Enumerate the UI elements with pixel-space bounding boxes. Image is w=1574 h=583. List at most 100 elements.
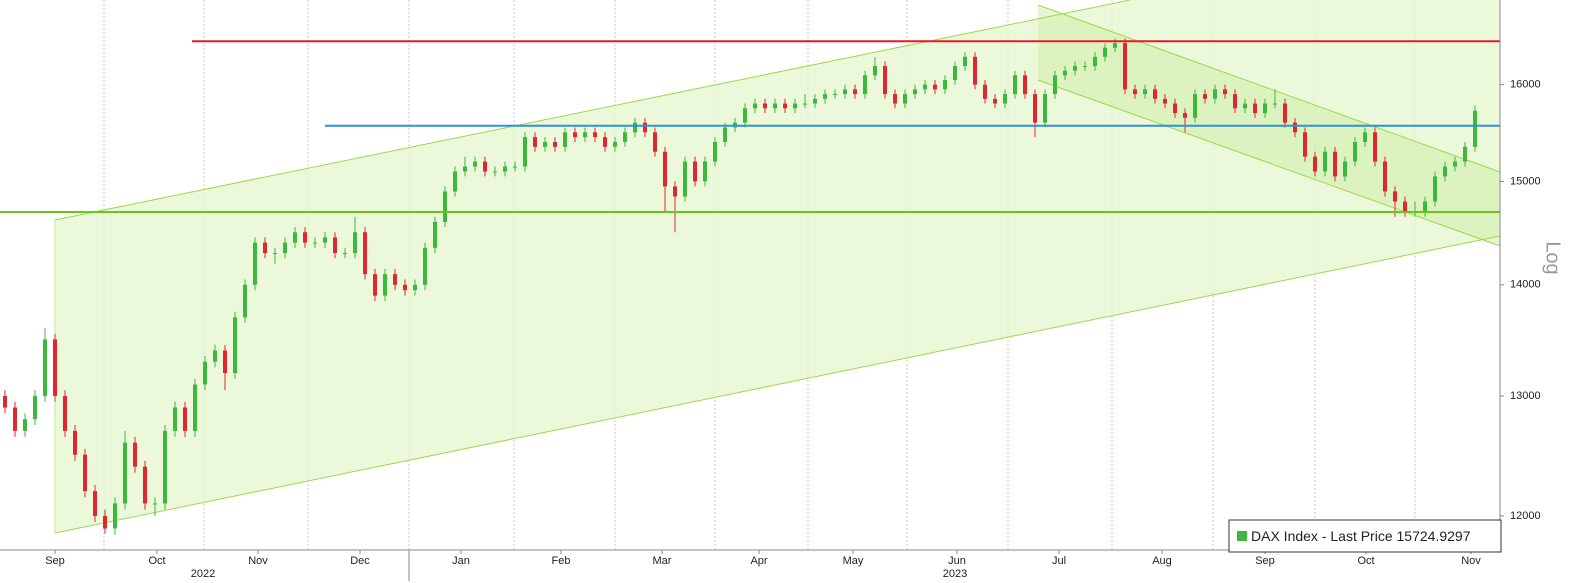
candle-body	[1063, 70, 1067, 76]
candle-body	[473, 161, 477, 167]
candle-body	[13, 407, 17, 431]
candle-body	[513, 166, 517, 168]
candle-body	[813, 98, 817, 104]
year-label: 2022	[191, 568, 215, 580]
candle-body	[313, 242, 317, 244]
candle-body	[153, 503, 157, 505]
candle-body	[793, 103, 797, 109]
candle-body	[1203, 94, 1207, 99]
candle-body	[653, 132, 657, 152]
candle-body	[263, 242, 267, 254]
candle-body	[503, 166, 507, 172]
candle-body	[1083, 66, 1087, 68]
candle-body	[393, 274, 397, 285]
candle-body	[443, 191, 447, 222]
candle-body	[983, 84, 987, 99]
candle-body	[1393, 191, 1397, 202]
x-tick-label: Aug	[1152, 555, 1172, 567]
candle-body	[333, 237, 337, 254]
candle-body	[533, 137, 537, 147]
candle-body	[783, 103, 787, 109]
candle-body	[63, 395, 67, 431]
candle-body	[1363, 132, 1367, 142]
y-tick-label: 14000	[1510, 279, 1541, 291]
candle-body	[1353, 141, 1357, 162]
candle-body	[463, 166, 467, 172]
candle-body	[253, 242, 257, 285]
candle-body	[103, 515, 107, 529]
candle-body	[893, 94, 897, 104]
candle-body	[1093, 56, 1097, 67]
candle-body	[1423, 201, 1427, 212]
candle-body	[1113, 43, 1117, 48]
candle-body	[1133, 89, 1137, 95]
candle-body	[953, 66, 957, 81]
candle-body	[1443, 166, 1447, 177]
candle-body	[453, 171, 457, 192]
channel-line	[54, 235, 1501, 534]
x-tick-label: Apr	[750, 555, 767, 567]
candle-body	[1143, 89, 1147, 95]
candle-body	[163, 430, 167, 504]
candle-body	[293, 232, 297, 243]
candle-body	[873, 66, 877, 76]
candle-body	[183, 407, 187, 431]
candle-body	[973, 56, 977, 85]
candle-body	[423, 247, 427, 285]
legend-swatch	[1237, 531, 1247, 541]
candle-body	[373, 274, 377, 296]
candle-body	[1233, 94, 1237, 109]
candle-body	[753, 103, 757, 109]
candle-body	[483, 161, 487, 172]
candle-body	[1373, 132, 1377, 162]
candle-body	[133, 442, 137, 467]
channel-line	[1037, 4, 1501, 173]
candle-body	[693, 161, 697, 182]
candle-body	[803, 103, 807, 105]
candle-body	[1213, 89, 1217, 99]
candle-body	[1323, 151, 1327, 172]
candle-body	[53, 339, 57, 396]
x-tick-label: Nov	[248, 555, 268, 567]
candle-body	[1473, 110, 1477, 147]
candle-body	[353, 232, 357, 254]
candle-body	[1343, 161, 1347, 177]
legend-value: 15724.9297	[1397, 528, 1471, 544]
candle-body	[543, 141, 547, 147]
channel-line	[54, 0, 1131, 221]
candle-body	[853, 89, 857, 95]
channel-line	[1037, 79, 1501, 247]
candle-body	[1023, 75, 1027, 95]
candle-body	[123, 442, 127, 504]
candle-body	[903, 94, 907, 104]
candle-body	[1403, 201, 1407, 212]
y-scale-label: Log	[1542, 241, 1564, 274]
candle-body	[943, 80, 947, 90]
candle-body	[1223, 89, 1227, 95]
candles	[3, 38, 1477, 535]
candle-body	[143, 466, 147, 504]
candle-body	[593, 132, 597, 138]
candle-body	[233, 317, 237, 374]
x-tick-label: Jul	[1052, 555, 1066, 567]
candle-body	[1103, 47, 1107, 57]
x-tick-label: Oct	[1357, 555, 1374, 567]
candle-body	[113, 503, 117, 529]
candle-body	[413, 284, 417, 291]
candle-body	[1303, 132, 1307, 157]
candle-body	[1013, 75, 1017, 95]
candle-body	[1193, 94, 1197, 118]
candle-body	[383, 274, 387, 296]
x-tick-label: Jan	[452, 555, 470, 567]
candle-body	[23, 419, 27, 431]
candle-body	[273, 253, 277, 255]
candle-body	[1433, 176, 1437, 202]
legend-box	[1228, 519, 1502, 553]
candle-body	[743, 108, 747, 123]
candle-body	[1033, 94, 1037, 123]
x-tick-label: Sep	[1255, 555, 1275, 567]
candle-body	[1053, 75, 1057, 95]
candle-body	[1073, 66, 1077, 71]
y-tick-label: 16000	[1510, 79, 1541, 91]
candle-body	[43, 339, 47, 396]
